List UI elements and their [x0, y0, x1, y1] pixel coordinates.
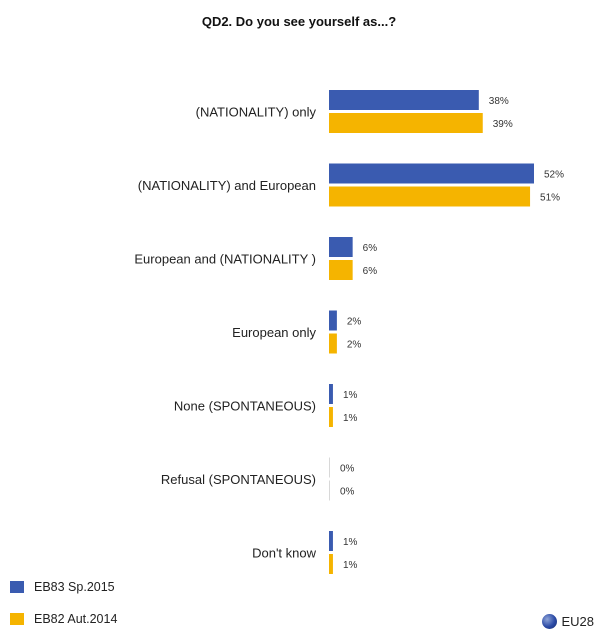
data-label: 0%: [340, 464, 355, 475]
region-badge: EU28: [542, 614, 594, 629]
data-label: 51%: [540, 193, 560, 204]
bar: [329, 480, 330, 501]
data-label: 52%: [544, 170, 564, 181]
bar: [329, 237, 353, 257]
category-label: European and (NATIONALITY ): [134, 252, 316, 267]
data-label: 1%: [343, 560, 358, 571]
data-label: 2%: [347, 317, 362, 328]
data-label: 0%: [340, 487, 355, 498]
chart-title: QD2. Do you see yourself as...?: [201, 14, 397, 29]
category-label: Don't know: [252, 546, 317, 561]
legend-item-series-2: EB82 Aut.2014: [10, 612, 117, 626]
bar: [329, 163, 534, 184]
bar: [329, 90, 479, 110]
bar: [329, 531, 333, 551]
legend-swatch-yellow: [10, 613, 24, 625]
category-label: (NATIONALITY) only: [196, 105, 317, 120]
bar: [329, 407, 333, 427]
bar: [329, 333, 337, 354]
category-label: None (SPONTANEOUS): [174, 399, 316, 414]
legend-swatch-blue: [10, 581, 24, 593]
bar: [329, 113, 483, 133]
bar: [329, 186, 531, 207]
data-label: 6%: [363, 266, 378, 277]
data-label: 39%: [493, 119, 513, 130]
category-label: (NATIONALITY) and European: [138, 178, 316, 193]
bar: [329, 260, 353, 280]
bar: [329, 384, 333, 404]
bar: [329, 310, 337, 331]
category-label: European only: [232, 325, 316, 340]
data-label: 38%: [489, 96, 509, 107]
data-label: 1%: [343, 537, 358, 548]
bar: [329, 457, 330, 478]
bar: [329, 554, 333, 574]
data-label: 1%: [343, 390, 358, 401]
data-label: 2%: [347, 340, 362, 351]
legend-label: EB82 Aut.2014: [34, 612, 118, 626]
globe-icon: [542, 614, 558, 629]
legend-label: EB83 Sp.2015: [34, 580, 115, 594]
region-label: EU28: [561, 614, 594, 629]
data-label: 1%: [343, 413, 358, 424]
data-label: 6%: [363, 243, 378, 254]
category-label: Refusal (SPONTANEOUS): [161, 472, 316, 487]
legend-item-series-1: EB83 Sp.2015: [10, 580, 115, 594]
